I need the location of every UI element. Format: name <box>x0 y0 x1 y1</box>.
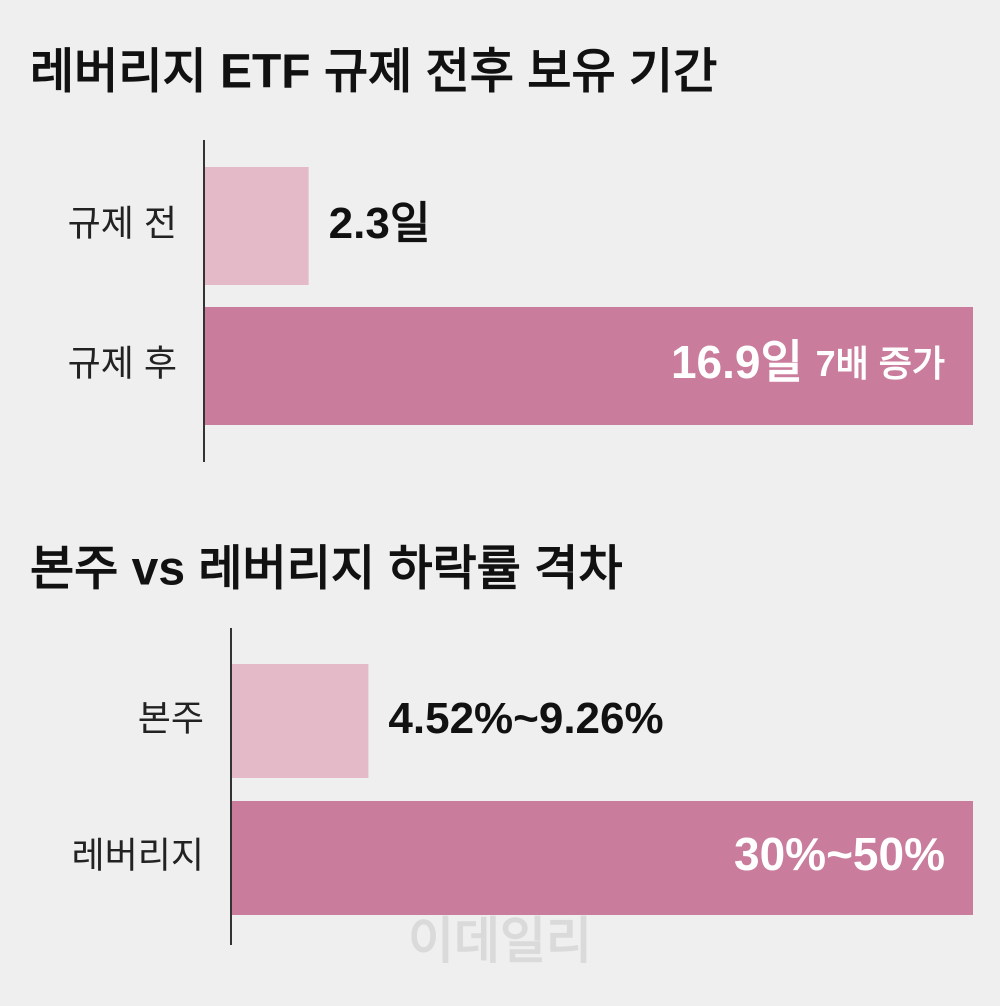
bar <box>231 801 973 915</box>
value-label: 30%~50% <box>734 828 945 880</box>
chart-title: 본주 vs 레버리지 하락률 격차 <box>30 543 623 596</box>
chart-title: 레버리지 ETF 규제 전후 보유 기간 <box>30 46 717 99</box>
category-label: 규제 후 <box>68 343 177 384</box>
category-label: 레버리지 <box>72 835 204 876</box>
watermark: 이데일리 <box>408 913 592 969</box>
value-text: 2.3일 <box>329 199 431 248</box>
category-label: 본주 <box>138 698 204 739</box>
value-text: 4.52%~9.26% <box>388 694 663 743</box>
category-label: 규제 전 <box>68 203 177 244</box>
value-text: 16.9일 <box>671 336 803 388</box>
annotation: 7배 증가 <box>816 343 945 384</box>
bar <box>204 307 973 425</box>
bar <box>231 664 369 778</box>
value-label: 4.52%~9.26% <box>388 694 663 743</box>
value-text: 30%~50% <box>734 828 945 880</box>
value-label: 2.3일 <box>329 199 431 248</box>
value-label: 16.9일 7배 증가 <box>671 336 945 388</box>
bar <box>204 167 309 285</box>
